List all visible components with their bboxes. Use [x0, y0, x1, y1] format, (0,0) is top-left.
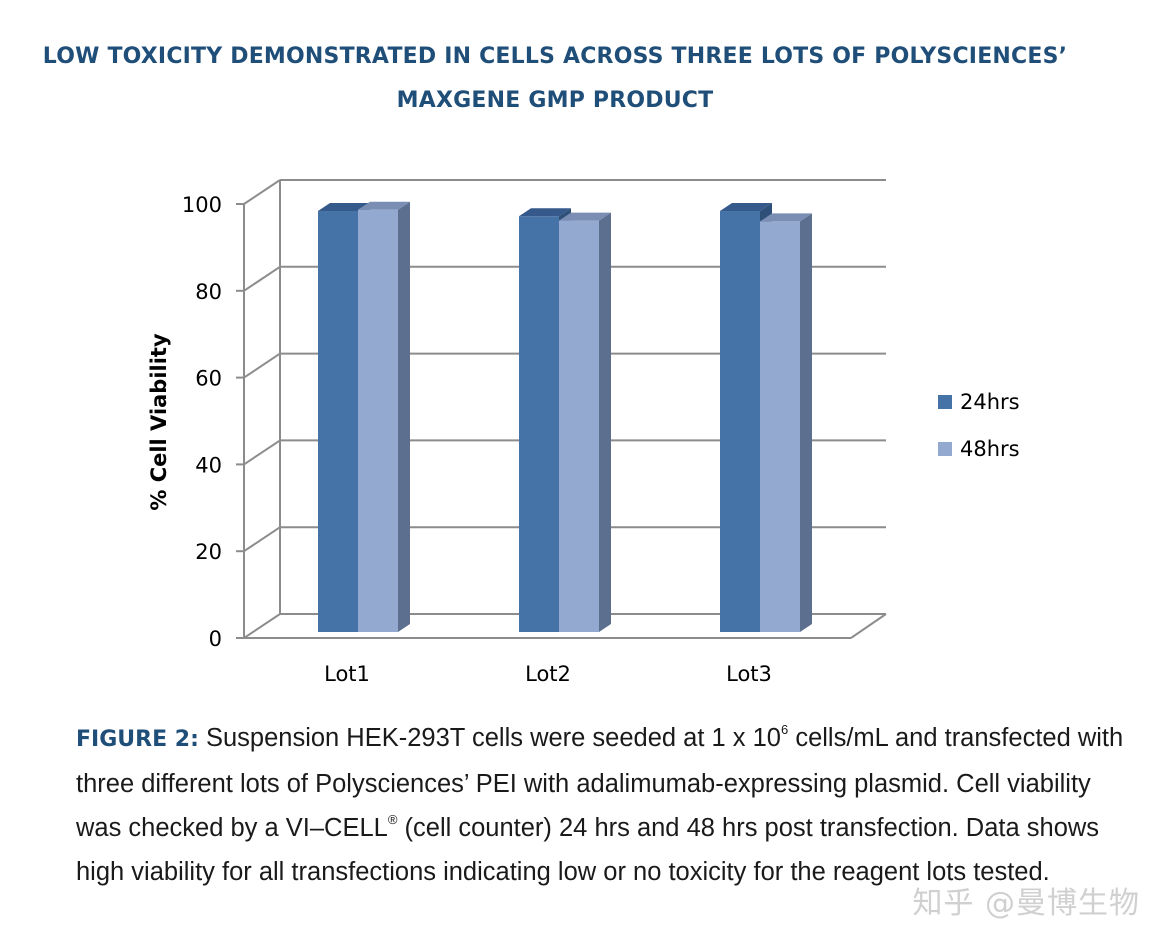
- bar-Lot1-24hrs: [318, 211, 358, 632]
- y-tick-label: 0: [209, 627, 222, 651]
- caption-text-1: Suspension HEK-293T cells were seeded at…: [198, 724, 781, 752]
- bars-layer: [318, 201, 812, 632]
- gridline-side: [243, 265, 281, 292]
- figure-label: FIGURE 2:: [76, 727, 199, 752]
- gridline-side: [243, 613, 281, 639]
- bar-top-Lot3-24hrs: [720, 203, 772, 212]
- x-label-Lot3: Lot3: [726, 662, 772, 686]
- x-category-labels: Lot1 Lot2 Lot3: [324, 662, 772, 686]
- caption-superscript-exponent: 6: [781, 722, 789, 737]
- legend-swatch-24hrs: [938, 395, 952, 409]
- legend-label-24hrs: 24hrs: [960, 390, 1020, 414]
- bar-side-Lot1-48hrs: [398, 201, 410, 632]
- x-label-Lot1: Lot1: [324, 662, 370, 686]
- y-tick-label: 60: [195, 367, 222, 391]
- legend-swatch-48hrs: [938, 442, 952, 456]
- watermark: 知乎 @曼博生物: [912, 886, 1140, 921]
- bar-side-Lot2-48hrs: [599, 212, 611, 632]
- bar-Lot3-48hrs: [760, 221, 800, 632]
- bar-top-Lot1-48hrs: [358, 201, 410, 210]
- y-tick-labels: 0 20 40 60 80 100: [182, 193, 222, 651]
- bar-top-Lot1-24hrs: [318, 203, 370, 212]
- bar-side-Lot3-48hrs: [800, 213, 812, 632]
- y-tick-label: 40: [195, 453, 222, 477]
- bar-Lot3-24hrs: [720, 211, 760, 632]
- caption-superscript-registered: ®: [387, 812, 398, 827]
- legend-label-48hrs: 48hrs: [960, 437, 1020, 461]
- gridline-side: [243, 179, 281, 205]
- y-tick-label: 80: [195, 280, 222, 304]
- gridline-side: [243, 352, 281, 379]
- bar-Lot2-24hrs: [519, 216, 559, 632]
- y-axis-label: % Cell Viability: [147, 333, 171, 511]
- y-tick-label: 100: [182, 193, 222, 217]
- bar-Lot2-48hrs: [559, 220, 599, 632]
- x-label-Lot2: Lot2: [525, 662, 571, 686]
- bar-top-Lot3-48hrs: [760, 213, 812, 222]
- floor-right-edge: [850, 613, 887, 639]
- bar-top-Lot2-24hrs: [519, 208, 571, 217]
- figure-caption: FIGURE 2: Suspension HEK-293T cells were…: [76, 716, 1136, 894]
- chart-title-line2: MAXGENE GMP PRODUCT: [396, 88, 714, 113]
- chart-title-line1: LOW TOXICITY DEMONSTRATED IN CELLS ACROS…: [42, 44, 1068, 69]
- gridline-side: [243, 439, 281, 466]
- caption-text-3: (cell counter) 24 hrs and 48 hrs post tr…: [76, 814, 1100, 886]
- bar-top-Lot2-48hrs: [559, 212, 611, 221]
- caption-text-2: cells/mL and transfected with three diff…: [76, 724, 1124, 842]
- legend: 24hrs 48hrs: [938, 390, 1020, 461]
- y-tick-label: 20: [195, 540, 222, 564]
- gridline-side: [243, 526, 281, 553]
- bar-chart: 0 20 40 60 80 100 Lot1 Lot2 Lot3 % Cell Viabili…: [147, 179, 1020, 686]
- bar-Lot1-48hrs: [358, 209, 398, 632]
